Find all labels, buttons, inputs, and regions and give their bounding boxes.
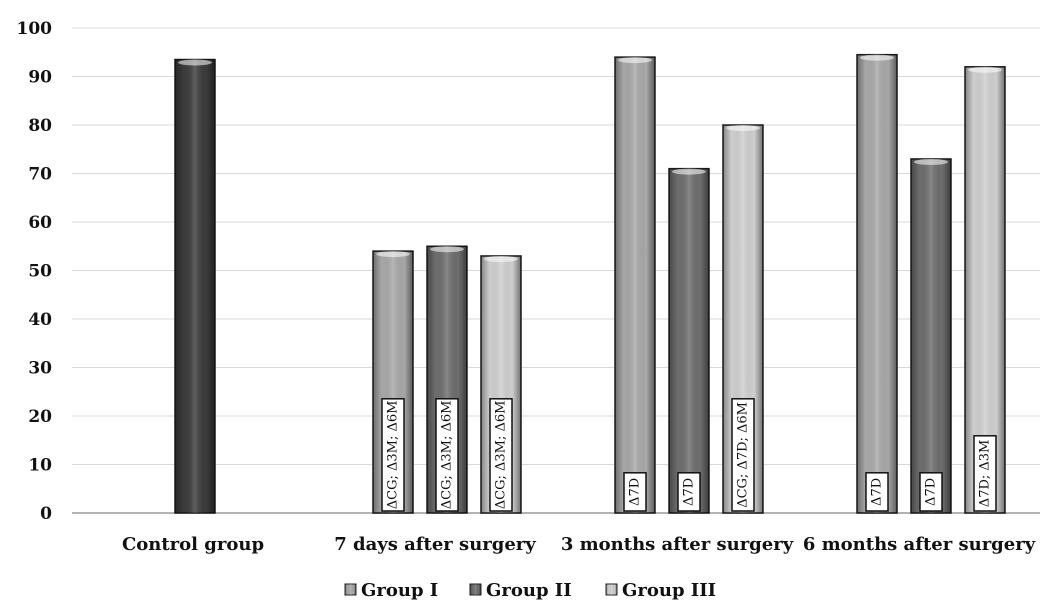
annotation-7-days-after-surgery-group-ii: ΔCG; Δ3M; Δ6M [435, 398, 459, 512]
annotation-box [381, 398, 405, 512]
annotations: ΔCG; Δ3M; Δ6M ΔCG; Δ3M; Δ6M ΔCG; Δ3M; Δ6M Δ… [381, 398, 997, 512]
annotation-3-months-after-surgery-group-iii: ΔCG; Δ7D; Δ6M [731, 398, 755, 512]
bar-cap [968, 66, 1002, 73]
annotation-label: ΔCG; Δ3M; Δ6M [440, 401, 455, 510]
annotation-box [623, 472, 647, 512]
y-tick-label: 70 [28, 165, 52, 185]
annotation-6-months-after-surgery-group-ii: Δ7D [919, 472, 943, 512]
annotation-box [919, 472, 943, 512]
legend-swatch-shade [470, 584, 481, 595]
y-axis: 0 10 20 30 40 50 60 70 80 90 100 [17, 19, 53, 524]
y-tick-label: 80 [28, 116, 52, 136]
annotation-box [973, 435, 997, 512]
category-label-control-group: Control group [122, 534, 264, 555]
legend-item-group-iii: Group III [605, 580, 716, 601]
annotation-label: Δ7D [870, 478, 885, 506]
legend-item-group-i: Group I [344, 580, 438, 601]
legend-item-group-ii: Group II [469, 580, 572, 601]
annotation-box [435, 398, 459, 512]
annotation-3-months-after-surgery-group-i: Δ7D [623, 472, 647, 512]
bar-shade [857, 54, 897, 514]
bar-cap [430, 246, 464, 253]
legend-swatch-shade [345, 584, 356, 595]
y-tick-label: 40 [28, 310, 52, 330]
annotation-box [731, 398, 755, 512]
y-tick-label: 20 [28, 407, 52, 427]
annotation-label: ΔCG; Δ7D; Δ6M [736, 402, 751, 508]
annotation-label: Δ7D [628, 478, 643, 506]
bar-cap [914, 158, 948, 165]
category-label-3-months-after-surgery: 3 months after surgery [561, 534, 794, 555]
annotation-box [677, 472, 701, 512]
y-tick-label: 90 [28, 68, 52, 88]
bar-6-months-after-surgery-group-iii [964, 66, 1006, 514]
annotation-7-days-after-surgery-group-iii: ΔCG; Δ3M; Δ6M [489, 398, 513, 512]
y-tick-label: 30 [28, 359, 52, 379]
bars [174, 53, 1006, 514]
bar-control-group [174, 58, 216, 514]
annotation-label: Δ7D; Δ3M [978, 440, 993, 508]
bar-cap [726, 125, 760, 131]
y-tick-label: 0 [40, 504, 52, 524]
y-tick-label: 60 [28, 213, 52, 233]
category-label-6-months-after-surgery: 6 months after surgery [803, 534, 1036, 555]
annotation-box [865, 472, 889, 512]
legend-label: Group III [622, 580, 716, 601]
annotation-label: ΔCG; Δ3M; Δ6M [494, 401, 509, 510]
y-tick-label: 50 [28, 262, 52, 282]
annotation-6-months-after-surgery-group-iii: Δ7D; Δ3M [973, 435, 997, 512]
bar-shade [911, 158, 951, 513]
bar-cap [618, 57, 652, 64]
bar-6-months-after-surgery-group-i [856, 53, 898, 514]
bar-shade [669, 168, 709, 513]
legend-label: Group II [486, 580, 572, 601]
bar-3-months-after-surgery-group-iii [722, 124, 764, 514]
bar-6-months-after-surgery-group-ii [910, 158, 952, 514]
bar-cap [484, 255, 518, 262]
bar-cap [178, 59, 212, 66]
bar-shade [615, 57, 655, 513]
bar-shade [175, 59, 215, 514]
annotation-label: Δ7D [682, 478, 697, 506]
bar-cap [672, 168, 706, 175]
y-tick-label: 100 [17, 19, 53, 39]
legend-swatch-shade [606, 584, 617, 595]
y-tick-label: 10 [28, 456, 52, 476]
annotation-label: Δ7D [924, 478, 939, 506]
bar-3-months-after-surgery-group-ii [668, 167, 710, 514]
bar-cap [860, 54, 894, 61]
annotation-7-days-after-surgery-group-i: ΔCG; Δ3M; Δ6M [381, 398, 405, 512]
annotation-6-months-after-surgery-group-i: Δ7D [865, 472, 889, 512]
bar-cap [376, 251, 410, 258]
annotation-3-months-after-surgery-group-ii: Δ7D [677, 472, 701, 512]
annotation-label: ΔCG; Δ3M; Δ6M [386, 401, 401, 510]
annotation-box [489, 398, 513, 512]
legend: Group I Group II Group III [344, 580, 716, 601]
x-axis: Control group 7 days after surgery 3 month… [122, 534, 1036, 555]
category-label-7-days-after-surgery: 7 days after surgery [334, 534, 536, 555]
bar-3-months-after-surgery-group-i [614, 56, 656, 514]
legend-label: Group I [361, 580, 438, 601]
